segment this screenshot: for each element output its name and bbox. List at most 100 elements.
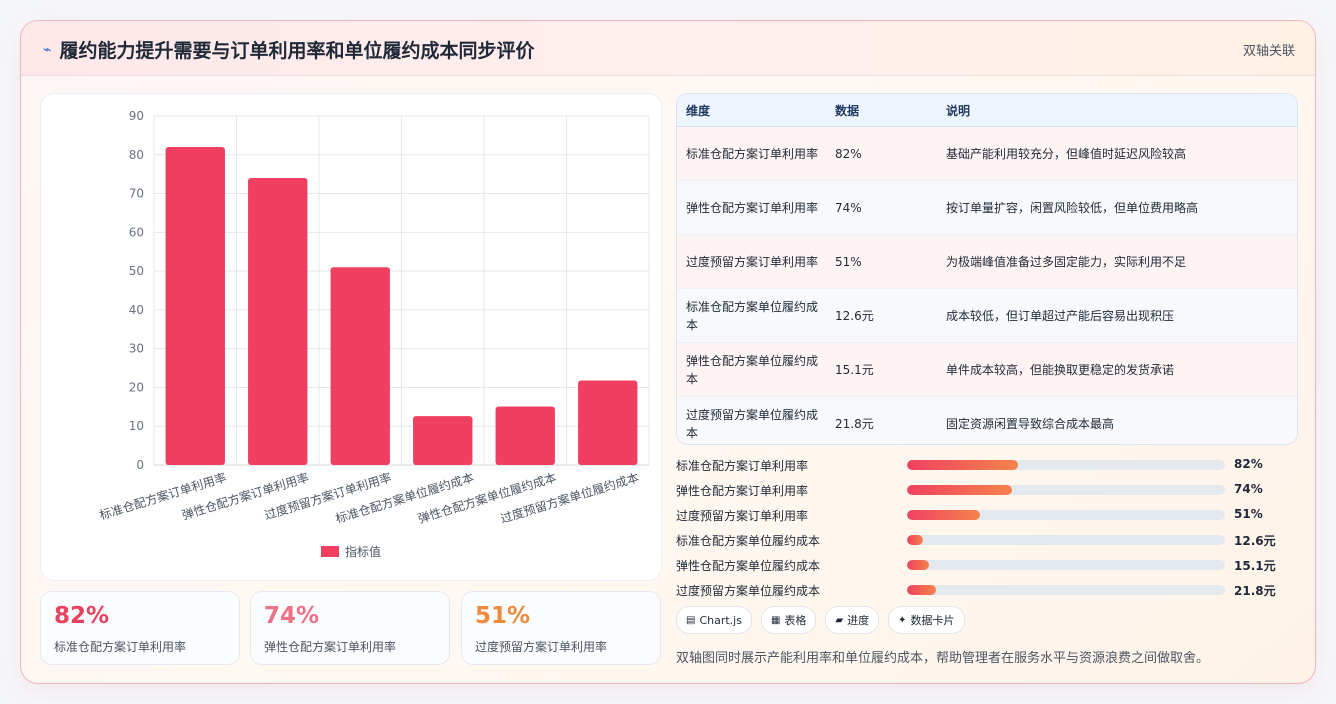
progress-fill	[907, 460, 1019, 470]
progress-label: 过度预留方案单位履约成本	[676, 584, 821, 598]
cell-dimension: 弹性仓配方案单位履约成本	[677, 342, 826, 397]
bar	[165, 147, 225, 465]
legend-swatch	[321, 546, 339, 557]
cell-value: 51%	[826, 234, 937, 289]
kpi-card: 82% 标准仓配方案订单利用率	[40, 591, 240, 665]
progress-row: 标准仓配方案单位履约成本 12.6元	[676, 528, 1296, 553]
progress-row: 过度预留方案订单利用率 51%	[676, 503, 1296, 528]
cell-value: 21.8元	[826, 396, 937, 444]
footnote: 双轴图同时展示产能利用率和单位履约成本，帮助管理者在服务水平与资源浪费之间做取舍…	[676, 651, 1210, 666]
progress-track	[907, 485, 1225, 495]
kpi-value: 51%	[475, 603, 531, 629]
y-tick-label: 30	[129, 342, 144, 356]
progress-track	[907, 535, 1225, 545]
header: ⌁ 履约能力提升需要与订单利用率和单位履约成本同步评价 双轴关联	[21, 21, 1315, 76]
cell-dimension: 标准仓配方案订单利用率	[677, 126, 826, 181]
kpi-card: 51% 过度预留方案订单利用率	[461, 591, 661, 665]
table-header-row: 维度 数据 说明	[677, 94, 1297, 127]
y-tick-label: 50	[129, 264, 144, 278]
kpi-value: 82%	[54, 603, 110, 629]
column-header: 说明	[937, 94, 1297, 127]
kpi-value: 74%	[264, 603, 320, 629]
pill--button[interactable]: ▰ 进度	[825, 606, 880, 634]
bar	[495, 406, 555, 465]
legend-label: 指标值	[345, 544, 381, 559]
table-row: 过度预留方案单位履约成本 21.8元 固定资源闲置导致综合成本最高	[677, 396, 1297, 444]
progress-value: 82%	[1234, 457, 1263, 471]
cell-value: 15.1元	[826, 342, 937, 397]
y-tick-label: 0	[136, 458, 144, 472]
kpi-card: 74% 弹性仓配方案订单利用率	[250, 591, 450, 665]
progress-row: 弹性仓配方案单位履约成本 15.1元	[676, 553, 1296, 578]
progress-track	[907, 560, 1225, 570]
chart-icon: ▤	[686, 614, 696, 626]
progress-label: 标准仓配方案订单利用率	[676, 459, 809, 473]
progress-row: 弹性仓配方案订单利用率 74%	[676, 478, 1296, 503]
bar	[330, 267, 390, 465]
progress-track	[907, 510, 1225, 520]
sparkle-icon: ✦	[898, 614, 907, 626]
kpi-label: 过度预留方案订单利用率	[475, 640, 608, 654]
feature-pills: ▤ Chart.js ▦ 表格 ▰ 进度 ✦ 数据卡片	[676, 606, 965, 634]
progress-track	[907, 460, 1225, 470]
progress-fill	[907, 510, 981, 520]
bar-chart-panel: 0 10 20 30 40 50 60 70 80 90 标准仓配方案订单利用率 弹性仓配方案订单利用…	[40, 93, 662, 581]
progress-label: 弹性仓配方案单位履约成本	[676, 559, 821, 573]
page-title: 履约能力提升需要与订单利用率和单位履约成本同步评价	[59, 40, 535, 62]
table-icon: ▦	[770, 614, 781, 626]
bar	[578, 380, 638, 465]
cell-dimension: 过度预留方案订单利用率	[677, 234, 826, 289]
progress-value: 74%	[1234, 482, 1263, 496]
header-tag: 双轴关联	[1242, 44, 1295, 59]
pill--button[interactable]: ▦ 表格	[760, 606, 817, 634]
kpi-label: 弹性仓配方案订单利用率	[264, 640, 397, 654]
progress-list: 标准仓配方案订单利用率 82% 弹性仓配方案订单利用率 74% 过度预留方案订单利用率 5…	[676, 453, 1296, 603]
progress-fill	[907, 535, 923, 545]
pill-label: 数据卡片	[910, 614, 955, 627]
progress-label: 过度预留方案订单利用率	[676, 509, 809, 523]
data-table-panel: 维度 数据 说明 标准仓配方案订单利用率 82% 基础产能利用较充分，但峰值时延迟风…	[676, 93, 1298, 445]
pill-label: 进度	[847, 614, 870, 627]
bar-chart: 0102030405060708090标准仓配方案订单利用率弹性仓配方案订单利用…	[97, 109, 650, 559]
data-table: 维度 数据 说明 标准仓配方案订单利用率 82% 基础产能利用较充分，但峰值时延迟风…	[677, 94, 1297, 444]
y-tick-label: 60	[129, 225, 144, 239]
progress-row: 标准仓配方案订单利用率 82%	[676, 453, 1296, 478]
cell-description: 单件成本较高，但能换取更稳定的发货承诺	[937, 342, 1297, 397]
progress-fill	[907, 485, 1012, 495]
progress-value: 21.8元	[1234, 584, 1276, 598]
cell-description: 为极端峰值准备过多固定能力，实际利用不足	[937, 234, 1297, 289]
progress-value: 15.1元	[1234, 559, 1276, 573]
table-row: 标准仓配方案单位履约成本 12.6元 成本较低，但订单超过产能后容易出现积压	[677, 288, 1297, 343]
pill-chartjs-button[interactable]: ▤ Chart.js	[676, 606, 752, 634]
cell-description: 固定资源闲置导致综合成本最高	[937, 396, 1297, 444]
dashboard-card: ⌁ 履约能力提升需要与订单利用率和单位履约成本同步评价 双轴关联 0 10 20 30…	[20, 20, 1316, 684]
table-row: 标准仓配方案订单利用率 82% 基础产能利用较充分，但峰值时延迟风险较高	[677, 126, 1297, 181]
cell-value: 12.6元	[826, 288, 937, 343]
pill-label: 表格	[784, 614, 807, 627]
progress-icon: ▰	[835, 614, 844, 626]
y-tick-label: 10	[129, 419, 144, 433]
y-tick-label: 80	[129, 148, 144, 162]
cell-dimension: 过度预留方案单位履约成本	[677, 396, 826, 444]
table-row: 弹性仓配方案单位履约成本 15.1元 单件成本较高，但能换取更稳定的发货承诺	[677, 342, 1297, 397]
y-tick-label: 40	[129, 303, 144, 317]
bolt-icon: ⌁	[43, 41, 52, 58]
table-row: 过度预留方案订单利用率 51% 为极端峰值准备过多固定能力，实际利用不足	[677, 234, 1297, 289]
progress-label: 标准仓配方案单位履约成本	[676, 534, 821, 548]
y-tick-label: 90	[129, 109, 144, 123]
cell-description: 基础产能利用较充分，但峰值时延迟风险较高	[937, 126, 1297, 181]
pill--button[interactable]: ✦ 数据卡片	[888, 606, 965, 634]
progress-track	[907, 585, 1225, 595]
progress-row: 过度预留方案单位履约成本 21.8元	[676, 578, 1296, 603]
progress-label: 弹性仓配方案订单利用率	[676, 484, 809, 498]
progress-fill	[907, 560, 930, 570]
x-tick-label: 过度预留方案单位履约成本	[499, 470, 641, 526]
pill-label: Chart.js	[699, 613, 742, 627]
cell-value: 82%	[826, 126, 937, 181]
table-row: 弹性仓配方案订单利用率 74% 按订单量扩容，闲置风险较低，但单位费用略高	[677, 180, 1297, 235]
x-tick-label: 标准仓配方案单位履约成本	[334, 470, 476, 526]
bar	[248, 178, 308, 465]
cell-description: 按订单量扩容，闲置风险较低，但单位费用略高	[937, 180, 1297, 235]
y-tick-label: 20	[129, 380, 144, 394]
progress-value: 12.6元	[1234, 534, 1276, 548]
